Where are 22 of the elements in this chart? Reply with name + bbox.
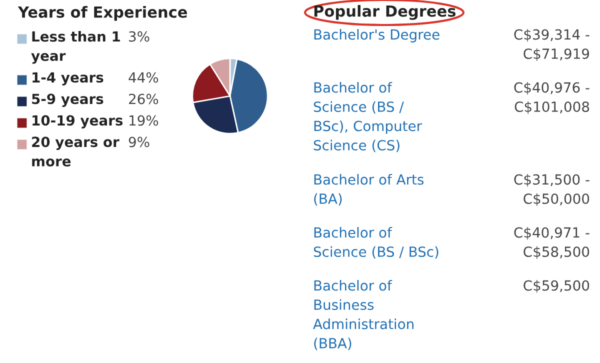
category-label: Bachelor of Business Administration (BBA) (313, 280, 414, 350)
category-label: Bachelor of Arts (BA) (314, 174, 424, 206)
data-label: 44% (128, 72, 158, 83)
data-label: 19% (130, 115, 158, 126)
data-label: 9% (128, 136, 150, 148)
text: C$40,976 - C$101,008 (514, 82, 590, 114)
legend-label: 20 years or more (32, 136, 120, 166)
legend-label: 1-4 years (32, 72, 104, 86)
category-label: Bachelor of Science (BS / BSc) (314, 227, 438, 259)
category-label: Bachelor's Degree (314, 29, 440, 42)
legend-label: 5-9 years (32, 94, 104, 107)
text: Popular Degrees (314, 5, 456, 20)
text: C$39,314 - C$71,919 (514, 29, 590, 61)
text: C$40,971 - C$58,500 (514, 227, 590, 259)
text: C$31,500 - C$50,000 (514, 174, 590, 206)
data-label: 26% (129, 94, 158, 104)
legend-label: 10-19 years (32, 115, 123, 128)
category-label: Bachelor of Science (BS / BSc), Computer Science (CS) (314, 82, 422, 152)
data-label: 3% (129, 31, 150, 42)
chart-title: Years of Experience (18, 6, 188, 21)
legend-label: Less than 1 year (31, 31, 120, 64)
text: C$59,500 (524, 280, 590, 293)
